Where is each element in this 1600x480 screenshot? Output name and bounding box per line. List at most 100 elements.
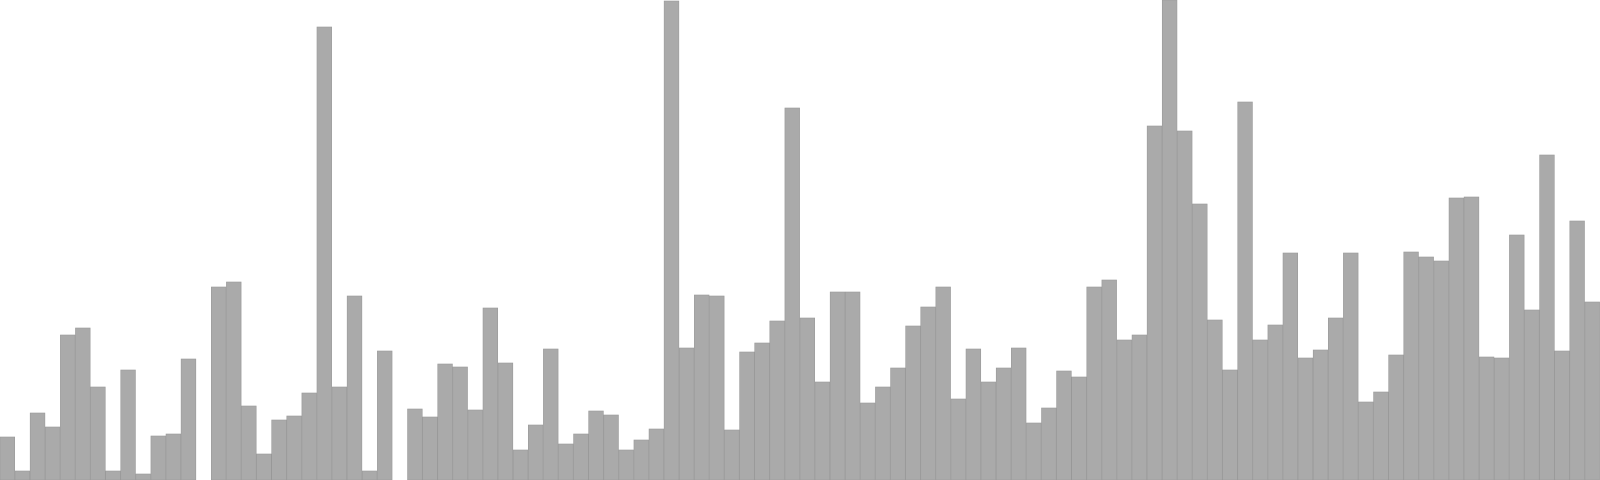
bar-5 [75, 327, 91, 480]
bar-75 [1131, 334, 1148, 480]
bar-49 [739, 351, 755, 480]
bar-14 [211, 286, 227, 480]
bar-46 [694, 294, 710, 480]
bar-22 [331, 386, 348, 480]
bar-25 [377, 350, 393, 480]
bar-64 [965, 348, 982, 480]
bar-0 [0, 436, 15, 480]
bar-91 [1373, 391, 1389, 480]
bar-100 [1509, 234, 1525, 480]
bar-82 [1237, 101, 1253, 480]
bar-70 [1056, 370, 1072, 480]
bar-10 [150, 435, 166, 480]
bar-89 [1343, 252, 1359, 480]
bar-60 [905, 325, 921, 480]
bar-96 [1448, 197, 1465, 480]
bar-59 [890, 367, 906, 480]
bar-83 [1252, 339, 1268, 480]
bar-81 [1222, 369, 1238, 480]
bar-23 [346, 295, 363, 480]
bar-11 [165, 433, 182, 480]
bar-15 [226, 281, 242, 480]
bar-8 [120, 369, 136, 480]
bar-43 [648, 428, 665, 480]
bar-36 [543, 348, 559, 480]
bar-87 [1312, 349, 1329, 480]
bar-99 [1494, 357, 1510, 480]
bar-104 [1569, 220, 1585, 480]
bar-20 [301, 392, 317, 480]
bar-53 [799, 317, 815, 480]
bar-65 [980, 381, 997, 480]
bar-92 [1388, 354, 1404, 480]
bar-37 [558, 443, 574, 480]
bar-18 [271, 419, 287, 480]
bar-85 [1282, 252, 1299, 480]
bar-50 [754, 342, 770, 480]
bar-31 [467, 409, 483, 480]
bar-34 [512, 449, 529, 480]
bar-45 [678, 347, 695, 480]
bar-73 [1101, 279, 1117, 480]
bar-102 [1539, 154, 1555, 480]
bar-68 [1026, 422, 1042, 480]
bar-62 [935, 286, 951, 480]
bar-76 [1146, 125, 1163, 480]
bar-54 [814, 381, 831, 480]
bar-86 [1297, 357, 1314, 480]
bar-69 [1041, 407, 1057, 480]
bar-17 [256, 453, 272, 480]
bar-29 [437, 363, 453, 480]
bar-52 [784, 107, 800, 480]
bar-9 [135, 473, 151, 480]
bar-6 [90, 386, 106, 480]
bar-7 [105, 470, 121, 480]
bar-94 [1418, 256, 1434, 480]
bar-56 [844, 291, 861, 480]
bar-48 [724, 429, 740, 480]
bar-47 [709, 295, 725, 480]
bar-28 [422, 416, 438, 480]
bar-90 [1358, 401, 1374, 480]
bar-80 [1207, 319, 1223, 480]
bar-21 [316, 26, 332, 480]
bar-66 [995, 367, 1012, 480]
bar-51 [769, 320, 785, 480]
bar-38 [573, 433, 589, 480]
bar-19 [286, 415, 302, 480]
bar-2 [29, 412, 46, 480]
bar-16 [241, 405, 257, 480]
bar-32 [482, 307, 499, 480]
bar-4 [60, 334, 76, 480]
bar-61 [920, 306, 936, 480]
bar-72 [1086, 286, 1102, 480]
bar-55 [829, 291, 846, 480]
bar-57 [860, 402, 876, 480]
bar-79 [1192, 203, 1208, 480]
bar-105 [1584, 301, 1600, 480]
bar-78 [1177, 130, 1193, 480]
bar-33 [497, 362, 514, 480]
bar-63 [950, 398, 966, 480]
bar-30 [452, 366, 468, 480]
bar-77 [1161, 0, 1178, 480]
bar-39 [588, 410, 604, 480]
bar-103 [1554, 350, 1570, 480]
bar-93 [1403, 251, 1419, 480]
bar-67 [1011, 347, 1027, 480]
bar-42 [633, 439, 649, 480]
bar-95 [1433, 260, 1449, 480]
bar-27 [407, 408, 423, 480]
bar-101 [1524, 309, 1540, 480]
bar-74 [1116, 339, 1132, 480]
bar-88 [1328, 317, 1344, 480]
bar-35 [527, 424, 544, 480]
bar-41 [618, 449, 634, 480]
bar-84 [1267, 324, 1283, 480]
bar-44 [663, 0, 680, 480]
bar-97 [1463, 196, 1480, 480]
bar-40 [603, 414, 619, 480]
bar-98 [1478, 356, 1495, 480]
